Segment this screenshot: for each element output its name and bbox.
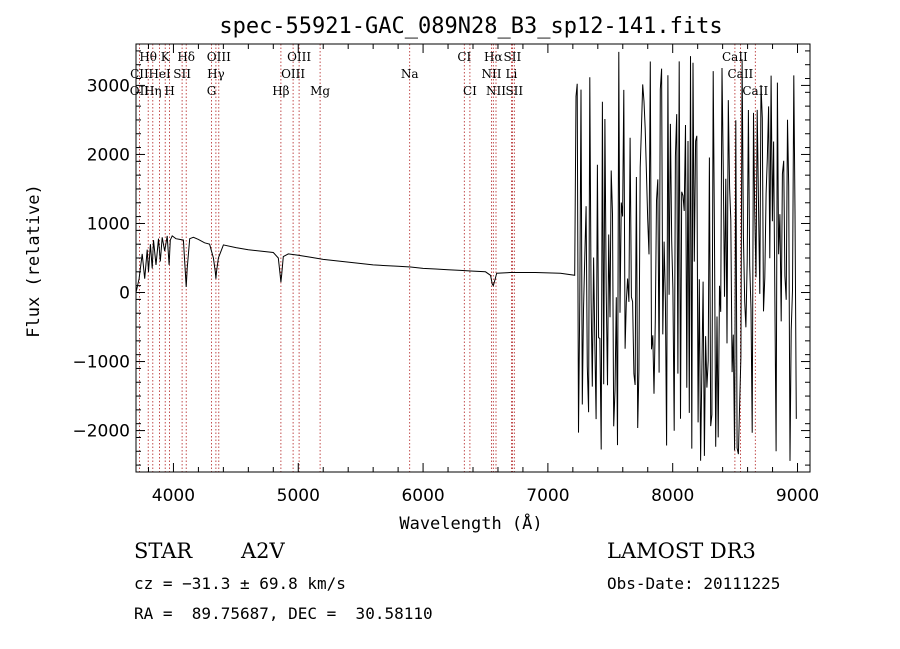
x-tick-label: 9000 bbox=[776, 486, 819, 506]
spectral-line-label: H bbox=[164, 84, 174, 98]
spectral-line-label: Hη bbox=[144, 84, 162, 98]
spectral-line-label: HeI bbox=[148, 67, 171, 81]
x-tick-label: 5000 bbox=[277, 486, 320, 506]
spectral-line-label: OII bbox=[130, 84, 150, 98]
y-axis-label: Flux (relative) bbox=[24, 184, 44, 338]
coordinates: RA = 89.75687, DEC = 30.58110 bbox=[134, 604, 433, 623]
spectral-line-label: OIII bbox=[281, 67, 305, 81]
spectral-line-label: SII bbox=[504, 50, 522, 64]
x-tick-label: 4000 bbox=[152, 486, 195, 506]
spectral-line-label: K bbox=[161, 50, 171, 64]
spectral-line-label: Hβ bbox=[272, 84, 289, 98]
y-tick-label: −2000 bbox=[72, 422, 130, 442]
object-subclass: A2V bbox=[241, 539, 285, 563]
spectral-line-label: CaII bbox=[742, 84, 768, 98]
x-tick-label: 8000 bbox=[651, 486, 694, 506]
spectral-line-label: CII bbox=[130, 67, 149, 81]
flux-series-line bbox=[135, 51, 797, 461]
spectral-line-label: G bbox=[207, 84, 217, 98]
spectral-line-label: CI bbox=[457, 50, 471, 64]
spectral-line-label: Hα bbox=[484, 50, 503, 64]
spectral-line-label: NII bbox=[482, 67, 502, 81]
spectral-line-label: CI bbox=[463, 84, 477, 98]
spectral-line-label: Hθ bbox=[139, 50, 157, 64]
y-tick-label: 1000 bbox=[87, 214, 130, 234]
spectral-line-label: SII bbox=[505, 84, 523, 98]
chart-title: spec-55921-GAC_089N28_B3_sp12-141.fits bbox=[219, 14, 722, 39]
spectral-line-label: NII bbox=[486, 84, 506, 98]
survey-name: LAMOST DR3 bbox=[607, 539, 756, 563]
spectral-line-label: OIII bbox=[207, 50, 231, 64]
obs-date: Obs-Date: 20111225 bbox=[607, 574, 781, 593]
y-tick-label: 2000 bbox=[87, 145, 130, 165]
x-tick-label: 6000 bbox=[401, 486, 444, 506]
y-tick-label: −1000 bbox=[72, 353, 130, 373]
spectral-line-label: Na bbox=[401, 67, 419, 81]
spectral-line-label: Mg bbox=[310, 84, 330, 98]
x-axis-label: Wavelength (Å) bbox=[399, 512, 542, 534]
y-tick-label: 3000 bbox=[87, 76, 130, 96]
axis-ticks: 4000 5000 6000 7000 8000 9000 −2000 −1000 0 1000 2… bbox=[72, 44, 819, 506]
redshift-text: cz = −31.3 ± 69.8 km/s bbox=[134, 574, 346, 593]
y-tick-label: 0 bbox=[119, 284, 130, 304]
x-tick-label: 7000 bbox=[526, 486, 569, 506]
flux-series-group bbox=[135, 51, 797, 461]
spectral-line-label: Hδ bbox=[177, 50, 195, 64]
spectral-line-label: Li bbox=[505, 67, 517, 81]
spectral-line-label: OIII bbox=[287, 50, 311, 64]
spectral-line-label: SII bbox=[173, 67, 191, 81]
spectral-line-label: CaII bbox=[722, 50, 748, 64]
object-type: STAR bbox=[134, 539, 193, 563]
spectral-line-label: Hγ bbox=[207, 67, 225, 81]
spectral-line-label: CaII bbox=[727, 67, 753, 81]
